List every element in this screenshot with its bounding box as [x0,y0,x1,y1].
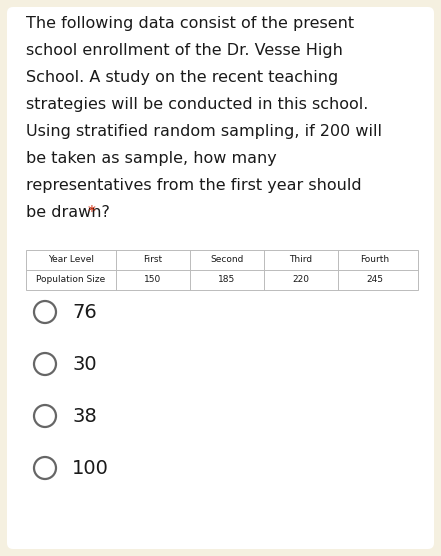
Text: 30: 30 [72,355,97,374]
Text: Second: Second [210,256,244,265]
Text: First: First [143,256,163,265]
Circle shape [34,301,56,323]
Circle shape [34,353,56,375]
Text: *: * [88,205,96,220]
Text: 100: 100 [72,459,109,478]
Text: 220: 220 [292,276,310,285]
Text: Fourth: Fourth [360,256,389,265]
Text: be drawn?: be drawn? [26,205,115,220]
Text: 185: 185 [218,276,235,285]
Bar [26,250,418,290]
Text: The following data consist of the present: The following data consist of the presen… [26,16,354,31]
Circle shape [34,405,56,427]
Text: representatives from the first year should: representatives from the first year shou… [26,178,362,193]
Text: School. A study on the recent teaching: School. A study on the recent teaching [26,70,338,85]
Text: Population Size: Population Size [36,276,106,285]
Text: 76: 76 [72,302,97,321]
Text: school enrollment of the Dr. Vesse High: school enrollment of the Dr. Vesse High [26,43,343,58]
FancyBboxPatch shape [7,7,434,549]
Circle shape [34,457,56,479]
Text: Third: Third [289,256,313,265]
Text: 245: 245 [366,276,384,285]
Text: Year Level: Year Level [48,256,94,265]
Text: strategies will be conducted in this school.: strategies will be conducted in this sch… [26,97,368,112]
Text: 150: 150 [144,276,161,285]
Text: 38: 38 [72,406,97,425]
Text: be taken as sample, how many: be taken as sample, how many [26,151,277,166]
Text: Using stratified random sampling, if 200 will: Using stratified random sampling, if 200… [26,124,382,139]
